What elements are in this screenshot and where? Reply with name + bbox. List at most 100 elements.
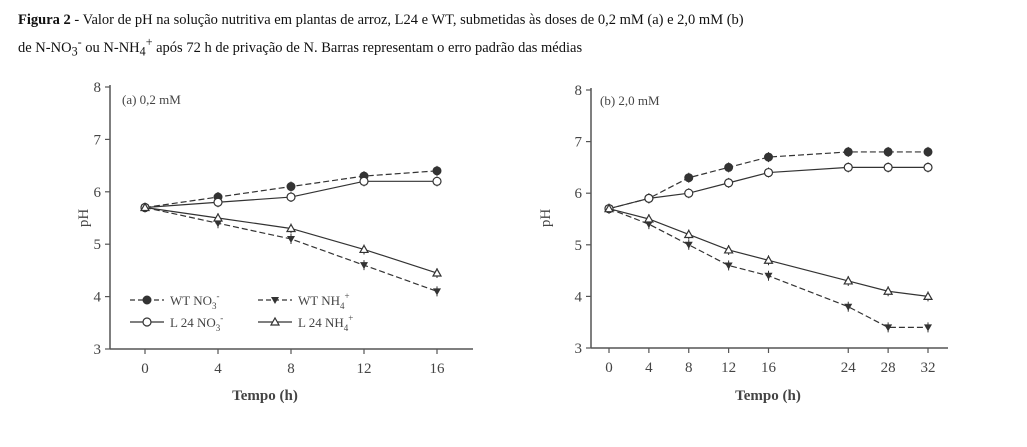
x-tick-label: 32: [921, 360, 936, 376]
series-line-1: [608, 208, 928, 328]
legend-marker: [269, 316, 281, 326]
data-point: [764, 152, 773, 162]
data-point: [843, 162, 853, 172]
data-point: [883, 147, 893, 157]
data-point: [644, 193, 654, 203]
x-tick-label: 4: [645, 360, 653, 376]
data-point: [433, 288, 441, 296]
x-tick-label: 16: [430, 361, 446, 377]
caption-sub: 3: [71, 44, 78, 59]
data-point: [431, 267, 443, 277]
data-point: [883, 286, 894, 295]
data-point: [724, 262, 733, 270]
caption-sub: 4: [139, 44, 146, 59]
legend-marker: [142, 295, 152, 305]
y-tick-label: 5: [575, 238, 583, 254]
y-tick-label: 5: [94, 237, 102, 253]
data-point: [139, 202, 151, 212]
data-point: [432, 176, 442, 186]
data-point: [212, 212, 224, 222]
caption-figure-label: Figura 2: [18, 12, 71, 28]
data-point: [286, 182, 296, 192]
y-tick-label: 6: [575, 186, 583, 202]
x-tick-label: 16: [761, 360, 777, 376]
legend-marker: [142, 317, 152, 327]
series-line-1: [144, 206, 438, 292]
caption-text: de N-NO: [18, 39, 72, 56]
data-point: [923, 147, 933, 157]
data-point: [643, 213, 654, 223]
y-axis-label: pH: [538, 209, 554, 228]
data-point: [285, 223, 297, 233]
x-tick-label: 12: [721, 360, 736, 376]
caption-text: - Valor de pH na solução nutritiva em pl…: [70, 12, 744, 28]
data-point: [724, 178, 734, 188]
data-point: [883, 162, 893, 172]
y-tick-label: 3: [94, 342, 102, 358]
y-tick-label: 7: [94, 132, 102, 148]
data-point: [763, 167, 774, 178]
figure-caption-line2: de N-NO3- ou N-NH4+ após 72 h de privaçã…: [18, 35, 582, 60]
caption-sup: -: [77, 35, 82, 49]
data-point: [763, 255, 774, 264]
panel-title: (b) 2,0 mM: [600, 93, 660, 108]
data-point: [214, 220, 222, 228]
data-point: [683, 229, 694, 239]
data-point: [923, 162, 933, 172]
panel-title: (a) 0,2 mM: [122, 92, 181, 107]
y-tick-label: 6: [94, 185, 102, 201]
series-line-2: [608, 166, 928, 210]
figure-caption-line1: Figura 2 - Valor de pH na solução nutrit…: [18, 12, 744, 29]
x-tick-label: 0: [605, 360, 613, 376]
legend-label: L 24 NH4+: [298, 313, 353, 333]
data-point: [844, 303, 853, 311]
data-point: [360, 262, 368, 270]
x-tick-label: 24: [841, 360, 857, 376]
x-axis-label: Tempo (h): [232, 388, 298, 404]
y-tick-label: 4: [575, 289, 583, 305]
legend-label: L 24 NO3-: [170, 313, 223, 333]
x-tick-label: 8: [685, 360, 693, 376]
legend-marker: [271, 297, 279, 304]
series-line-0: [608, 151, 928, 210]
data-point: [724, 162, 734, 172]
series-line-3: [608, 208, 929, 297]
data-point: [359, 176, 369, 186]
data-point: [843, 275, 854, 285]
y-axis-label: pH: [76, 209, 92, 228]
data-point: [603, 203, 615, 213]
x-tick-label: 8: [287, 361, 295, 377]
y-tick-label: 8: [575, 83, 583, 99]
caption-sup: +: [145, 35, 153, 49]
caption-text: após 72 h de privação de N. Barras repre…: [152, 39, 583, 56]
x-tick-label: 4: [214, 361, 222, 377]
y-tick-label: 4: [94, 290, 102, 306]
data-point: [764, 272, 773, 280]
legend-label: WT NO3-: [170, 291, 220, 311]
data-point: [684, 188, 694, 198]
chart-panel-b: 3 4 5 6 7 8 0 4 8 12 16 24 28 32 (b) 2,0 mM Tempo (h) pH: [538, 83, 948, 404]
data-point: [358, 244, 370, 254]
x-tick-label: 0: [141, 361, 149, 377]
caption-text: ou N-NH: [81, 39, 140, 56]
data-point: [684, 173, 694, 183]
y-tick-label: 7: [575, 135, 583, 151]
data-point: [644, 221, 653, 229]
data-point: [287, 235, 295, 243]
data-point: [843, 147, 853, 157]
y-tick-label: 8: [94, 80, 102, 96]
data-point: [723, 244, 734, 254]
data-point: [922, 291, 934, 300]
data-point: [884, 324, 893, 332]
x-tick-label: 12: [357, 361, 372, 377]
data-point: [684, 241, 693, 249]
data-point: [213, 197, 223, 207]
data-point: [286, 192, 296, 202]
x-tick-label: 28: [881, 360, 896, 376]
data-point: [432, 166, 442, 176]
legend-label: WT NH4+: [298, 291, 350, 311]
chart-panel-a: 3 4 5 6 7 8 0 4 8 12 16 (a) 0,2 mM Tempo (h) pH WT NO3…: [76, 80, 473, 404]
data-point: [924, 324, 932, 332]
y-tick-label: 3: [575, 341, 583, 357]
